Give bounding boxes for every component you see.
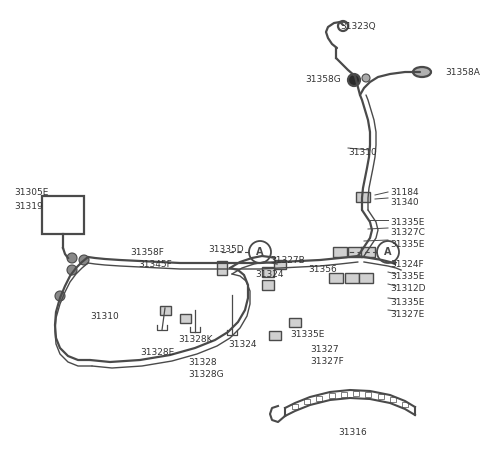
FancyBboxPatch shape bbox=[217, 261, 227, 275]
FancyBboxPatch shape bbox=[402, 402, 408, 407]
FancyBboxPatch shape bbox=[304, 399, 310, 404]
Text: 31356: 31356 bbox=[308, 265, 337, 274]
Text: 31324: 31324 bbox=[228, 340, 256, 349]
FancyBboxPatch shape bbox=[262, 280, 274, 290]
FancyBboxPatch shape bbox=[329, 393, 335, 398]
Text: A: A bbox=[384, 247, 392, 257]
Text: 31335E: 31335E bbox=[290, 330, 324, 339]
Text: 31335E: 31335E bbox=[390, 218, 424, 227]
FancyBboxPatch shape bbox=[160, 306, 171, 315]
Text: 31327E: 31327E bbox=[390, 310, 424, 319]
FancyBboxPatch shape bbox=[356, 192, 370, 202]
Text: 31328: 31328 bbox=[188, 358, 216, 367]
FancyBboxPatch shape bbox=[289, 318, 301, 327]
Text: 31358F: 31358F bbox=[130, 248, 164, 257]
Ellipse shape bbox=[413, 67, 431, 77]
Text: 31327F: 31327F bbox=[310, 357, 344, 366]
Text: 31335E: 31335E bbox=[390, 298, 424, 307]
Ellipse shape bbox=[362, 74, 370, 82]
FancyBboxPatch shape bbox=[348, 247, 362, 257]
FancyBboxPatch shape bbox=[262, 267, 274, 277]
Text: 31312D: 31312D bbox=[390, 284, 425, 293]
Text: 31327C: 31327C bbox=[390, 228, 425, 237]
Text: 31335E: 31335E bbox=[390, 272, 424, 281]
Text: 31305E: 31305E bbox=[14, 188, 48, 197]
Ellipse shape bbox=[348, 74, 360, 86]
FancyBboxPatch shape bbox=[361, 247, 375, 257]
FancyBboxPatch shape bbox=[180, 314, 191, 323]
Text: 31345F: 31345F bbox=[138, 260, 172, 269]
Circle shape bbox=[55, 291, 65, 301]
Circle shape bbox=[67, 253, 77, 263]
Text: 31324F: 31324F bbox=[390, 260, 424, 269]
FancyBboxPatch shape bbox=[378, 394, 384, 399]
FancyBboxPatch shape bbox=[345, 273, 359, 283]
Text: 31184: 31184 bbox=[390, 188, 419, 197]
Text: 31328K: 31328K bbox=[178, 335, 213, 344]
Text: 31358G: 31358G bbox=[305, 75, 341, 84]
FancyBboxPatch shape bbox=[353, 391, 359, 396]
FancyBboxPatch shape bbox=[365, 392, 372, 397]
Text: 31316: 31316 bbox=[338, 428, 367, 437]
Text: A: A bbox=[256, 247, 264, 257]
Text: 31327B: 31327B bbox=[270, 256, 305, 265]
FancyBboxPatch shape bbox=[329, 273, 343, 283]
Text: 31310: 31310 bbox=[90, 312, 119, 321]
Text: 31310: 31310 bbox=[348, 148, 377, 157]
Circle shape bbox=[67, 265, 77, 275]
FancyBboxPatch shape bbox=[341, 392, 347, 397]
FancyBboxPatch shape bbox=[359, 273, 373, 283]
FancyBboxPatch shape bbox=[274, 260, 286, 269]
Text: 31319: 31319 bbox=[14, 202, 43, 211]
Text: 31358A: 31358A bbox=[445, 68, 480, 77]
Text: 31335E: 31335E bbox=[390, 240, 424, 249]
Text: 31327: 31327 bbox=[310, 345, 338, 354]
Text: 31335D: 31335D bbox=[208, 245, 244, 254]
Text: 31328E: 31328E bbox=[140, 348, 174, 357]
Text: 31328G: 31328G bbox=[188, 370, 224, 379]
FancyBboxPatch shape bbox=[316, 396, 323, 401]
FancyBboxPatch shape bbox=[269, 331, 281, 340]
Text: 31323Q: 31323Q bbox=[340, 22, 376, 31]
FancyBboxPatch shape bbox=[292, 404, 298, 409]
FancyBboxPatch shape bbox=[390, 397, 396, 402]
Text: 31340: 31340 bbox=[390, 198, 419, 207]
Text: 31324: 31324 bbox=[255, 270, 284, 279]
Circle shape bbox=[79, 255, 89, 265]
FancyBboxPatch shape bbox=[333, 247, 347, 257]
